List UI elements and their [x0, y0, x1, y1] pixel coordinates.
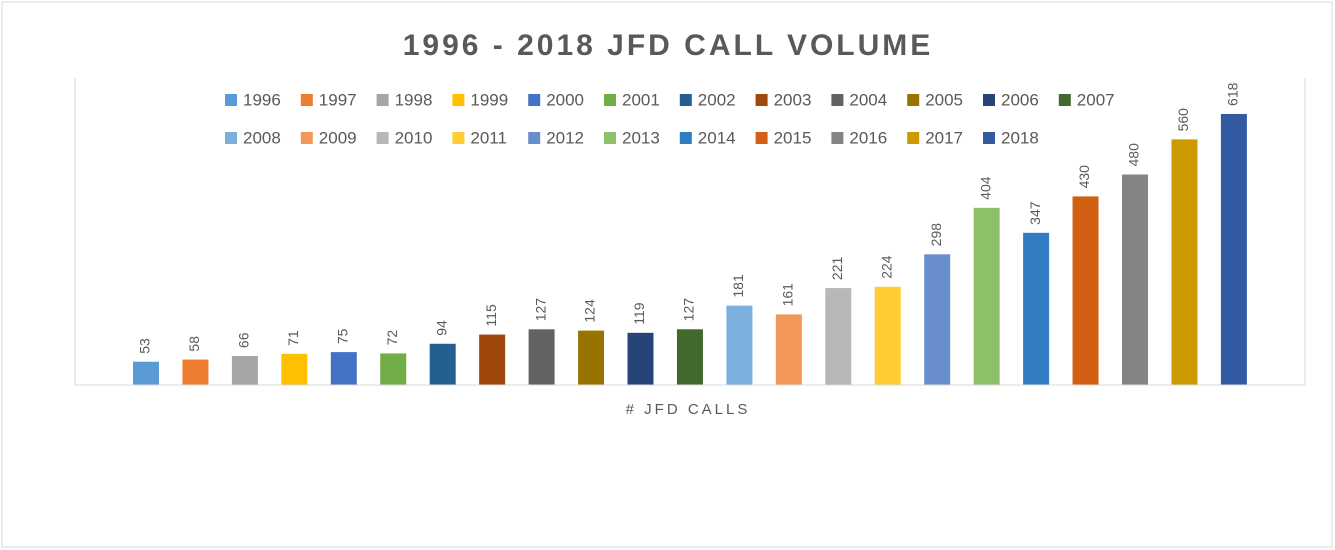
legend-swatch — [452, 132, 465, 144]
legend-swatch — [300, 132, 313, 144]
bar — [1072, 196, 1099, 385]
data-label: 181 — [730, 274, 746, 298]
legend-label: 2007 — [1077, 90, 1115, 109]
legend-label: 2004 — [849, 90, 887, 109]
legend-swatch — [831, 132, 844, 144]
legend-label: 2010 — [395, 128, 433, 147]
legend-label: 1998 — [395, 90, 433, 109]
legend-swatch — [376, 132, 389, 144]
legend-swatch — [983, 94, 995, 106]
data-label: 127 — [681, 298, 697, 322]
legend-swatch — [1058, 94, 1071, 106]
bar — [281, 353, 308, 385]
legend-label: 2017 — [925, 128, 963, 147]
bar — [1122, 174, 1148, 385]
chart-title: 1996 - 2018 JFD CALL VOLUME — [403, 29, 934, 62]
data-label: 480 — [1126, 143, 1142, 167]
bar — [578, 330, 605, 385]
legend-label: 2016 — [849, 128, 887, 147]
bar — [479, 334, 506, 385]
data-label: 161 — [780, 283, 796, 307]
data-label: 71 — [285, 330, 301, 346]
bar — [182, 359, 209, 385]
legend-swatch — [225, 132, 237, 144]
data-label: 430 — [1076, 165, 1092, 189]
data-label: 115 — [483, 304, 499, 327]
legend-label: 1997 — [319, 90, 357, 109]
bar — [330, 352, 357, 385]
data-label: 127 — [532, 298, 548, 322]
legend-swatch — [679, 94, 692, 106]
legend-label: 2018 — [1001, 128, 1039, 147]
legend-label: 2009 — [319, 128, 357, 147]
legend-swatch — [983, 132, 995, 144]
bar — [1220, 113, 1247, 385]
legend-label: 2013 — [622, 128, 660, 147]
legend-swatch — [528, 94, 541, 106]
bar — [676, 329, 703, 385]
bar — [775, 314, 802, 385]
data-label: 72 — [384, 330, 400, 346]
legend-swatch — [755, 94, 768, 106]
data-label: 66 — [236, 332, 252, 348]
legend-swatch — [528, 132, 541, 144]
legend-swatch — [604, 132, 616, 144]
legend-label: 2011 — [470, 128, 507, 147]
bar — [726, 305, 753, 385]
legend-label: 2002 — [698, 90, 736, 109]
legend-label: 2000 — [546, 90, 584, 109]
legend-label: 2008 — [243, 128, 281, 147]
legend-label: 2015 — [774, 128, 812, 147]
legend-swatch — [452, 94, 465, 106]
data-label: 404 — [977, 176, 993, 200]
legend-label: 2014 — [698, 128, 736, 147]
data-label: 124 — [582, 299, 598, 323]
legend-swatch — [679, 132, 692, 144]
legend-swatch — [907, 132, 920, 144]
data-label: 224 — [878, 255, 894, 279]
bar — [825, 288, 852, 385]
legend-swatch — [225, 94, 237, 106]
bar — [528, 329, 555, 385]
category-label: # JFD CALLS — [626, 401, 751, 418]
bar — [1023, 232, 1050, 385]
legend-swatch — [376, 94, 389, 106]
data-label: 298 — [928, 223, 944, 247]
legend-label: 2005 — [925, 90, 963, 109]
legend-label: 2001 — [622, 90, 660, 109]
legend-swatch — [300, 94, 313, 106]
legend-label: 1996 — [243, 90, 281, 109]
bar — [133, 361, 159, 385]
data-label: 347 — [1027, 201, 1043, 225]
bar — [231, 356, 258, 385]
legend-swatch — [907, 94, 920, 106]
legend-swatch — [755, 132, 768, 144]
data-label: 119 — [631, 302, 647, 325]
legend-label: 2006 — [1001, 90, 1039, 109]
legend-label: 1999 — [470, 90, 508, 109]
bar — [627, 332, 654, 385]
bar — [874, 286, 901, 385]
legend-swatch — [604, 94, 616, 106]
data-label: 53 — [137, 338, 153, 354]
legend-swatch — [831, 94, 844, 106]
legend-label: 2012 — [546, 128, 584, 147]
bar — [924, 254, 951, 385]
bar — [973, 207, 1000, 385]
legend-label: 2003 — [774, 90, 812, 109]
data-label: 618 — [1225, 82, 1241, 106]
data-label: 58 — [186, 336, 202, 352]
data-label: 94 — [433, 320, 449, 336]
bar — [1171, 139, 1198, 385]
bar — [380, 353, 407, 385]
data-label: 75 — [335, 328, 351, 344]
bar — [429, 343, 456, 385]
data-label: 221 — [829, 257, 845, 281]
data-label: 560 — [1175, 108, 1191, 132]
